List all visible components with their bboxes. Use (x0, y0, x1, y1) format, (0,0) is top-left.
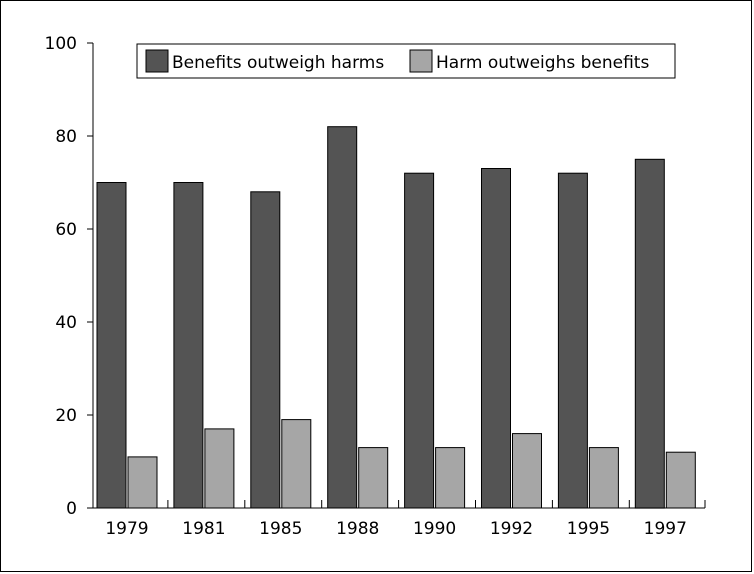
x-tick-label-1995: 1995 (567, 519, 610, 539)
legend-label-harm: Harm outweighs benefits (436, 53, 649, 73)
x-tick-label-1992: 1992 (490, 519, 533, 539)
bar-benefits-1990 (404, 172, 435, 509)
legend-label-benefits: Benefits outweigh harms (172, 53, 384, 73)
bar-harm-1988 (358, 447, 389, 509)
x-tick-label-1997: 1997 (644, 519, 687, 539)
bar-benefits-1985 (250, 191, 281, 509)
bar-benefits-1995 (557, 172, 588, 509)
x-tick-label-1990: 1990 (413, 519, 456, 539)
bar-harm-1979 (127, 456, 158, 509)
x-tick-label-1981: 1981 (182, 519, 225, 539)
bar-harm-1981 (204, 428, 235, 509)
bar-harm-1995 (588, 447, 619, 509)
bar-benefits-1997 (634, 158, 665, 509)
bar-benefits-1979 (96, 182, 127, 509)
y-tick-label-40: 40 (55, 313, 77, 333)
legend-box (136, 43, 676, 79)
legend-swatch-harm (409, 49, 433, 73)
y-tick-label-0: 0 (66, 499, 77, 519)
x-tick-label-1979: 1979 (105, 519, 148, 539)
y-tick-label-20: 20 (55, 406, 77, 426)
bar-benefits-1988 (327, 126, 358, 509)
bar-harm-1992 (512, 433, 542, 509)
y-tick-label-100: 100 (45, 34, 77, 54)
x-tick-label-1988: 1988 (336, 519, 379, 539)
legend: Benefits outweigh harms Harm outweighs b… (136, 43, 676, 79)
y-tick-label-60: 60 (55, 220, 77, 240)
bar-benefits-1981 (173, 182, 204, 509)
bar-benefits-1992 (481, 168, 511, 509)
bar-harm-1997 (665, 451, 696, 509)
bars-layer (96, 126, 696, 509)
bar-harm-1990 (435, 447, 466, 509)
x-tick-label-1985: 1985 (259, 519, 302, 539)
y-tick-label-80: 80 (55, 127, 77, 147)
axes-layer: 0 20 40 60 80 100 1979 1981 1985 1988 1990 1992 1995… (45, 34, 706, 539)
bar-harm-1985 (281, 419, 312, 509)
legend-swatch-benefits (145, 49, 169, 73)
